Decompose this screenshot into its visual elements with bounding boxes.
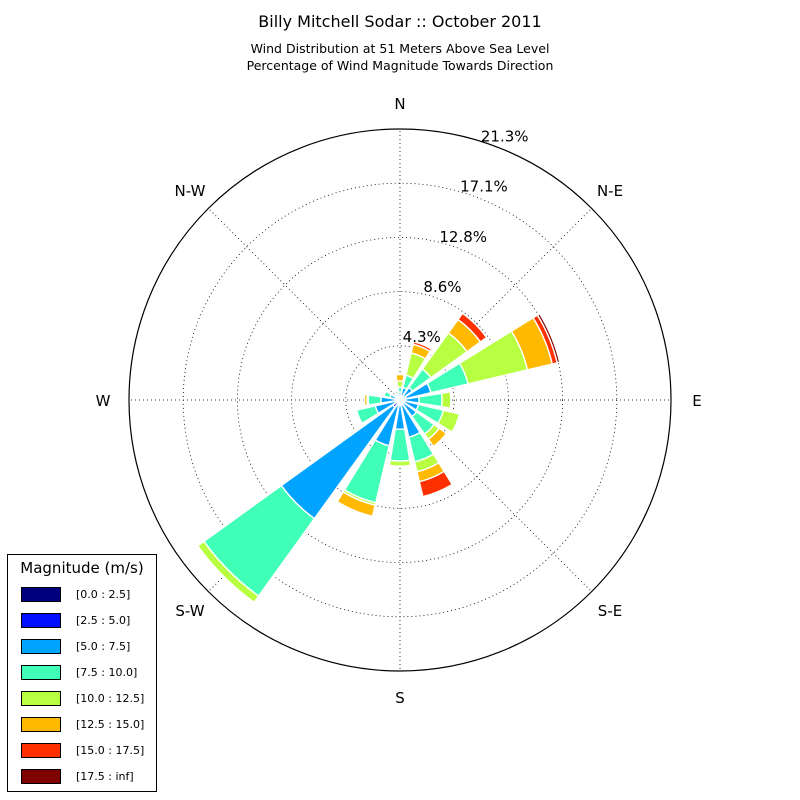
radial-grid-circle — [236, 236, 564, 564]
magnitude-legend: Magnitude (m/s) [0.0 : 2.5] [2.5 : 5.0] [5… — [7, 554, 157, 792]
wind-bar-segment — [381, 389, 387, 398]
legend-swatch — [21, 769, 61, 784]
radial-tick-label: 12.8% — [439, 228, 487, 246]
legend-label: [2.5 : 5.0] — [76, 614, 131, 627]
wind-bar-segment — [354, 409, 364, 426]
radial-tick-label: 21.3% — [481, 128, 529, 146]
wind-bar-segment — [440, 391, 452, 409]
legend-title: Magnitude (m/s) — [20, 559, 144, 577]
legend-swatch — [21, 691, 61, 706]
direction-label: N-W — [175, 182, 206, 200]
wind-bar-segment — [436, 409, 461, 434]
wind-bar-segment — [388, 459, 412, 467]
legend-swatch — [21, 587, 61, 602]
wind-bar-segment — [457, 312, 488, 343]
wind-bar-segment — [367, 394, 382, 406]
angular-grid-line — [208, 208, 401, 401]
legend-label: [0.0 : 2.5] — [76, 588, 131, 601]
radial-tick-label: 17.1% — [460, 178, 508, 196]
radial-tick-label: 4.3% — [403, 328, 441, 346]
legend-swatch — [21, 639, 61, 654]
outer-circle — [128, 128, 672, 672]
legend-swatch — [21, 743, 61, 758]
wind-bar-segment — [196, 540, 260, 604]
wind-bar-segment — [412, 340, 433, 353]
legend-label: [7.5 : 10.0] — [76, 666, 138, 679]
direction-label: N — [394, 95, 405, 113]
legend-swatch — [21, 717, 61, 732]
wind-bar-segment — [432, 432, 449, 449]
wind-bar-segment — [335, 500, 374, 519]
legend-label: [15.0 : 17.5] — [76, 744, 145, 757]
chart-subtitle-height: Wind Distribution at 51 Meters Above Sea… — [250, 41, 550, 56]
wind-bar-segment — [393, 389, 399, 394]
legend-swatch — [21, 613, 61, 628]
wind-bar-segment — [395, 373, 405, 382]
legend-swatch — [21, 665, 61, 680]
wind-bar-segment — [536, 312, 561, 364]
wind-bar-segment — [396, 380, 404, 389]
direction-label: E — [692, 392, 701, 410]
legend-label: [12.5 : 15.0] — [76, 718, 145, 731]
radial-tick-label: 8.6% — [423, 278, 461, 296]
direction-label: S-E — [598, 602, 622, 620]
legend-label: [17.5 : inf] — [76, 770, 134, 783]
direction-label: S-W — [175, 602, 204, 620]
legend-label: [5.0 : 7.5] — [76, 640, 131, 653]
direction-label: S — [395, 689, 405, 707]
wind-bar-segment — [389, 428, 411, 462]
direction-label: N-E — [597, 182, 623, 200]
chart-title: Billy Mitchell Sodar :: October 2011 — [258, 12, 542, 31]
chart-subtitle-description: Percentage of Wind Magnitude Towards Dir… — [246, 58, 554, 73]
legend-label: [10.0 : 12.5] — [76, 692, 145, 705]
wind-bar-segment — [418, 470, 454, 498]
wind-bar-segment — [363, 393, 369, 407]
direction-label: W — [96, 392, 111, 410]
